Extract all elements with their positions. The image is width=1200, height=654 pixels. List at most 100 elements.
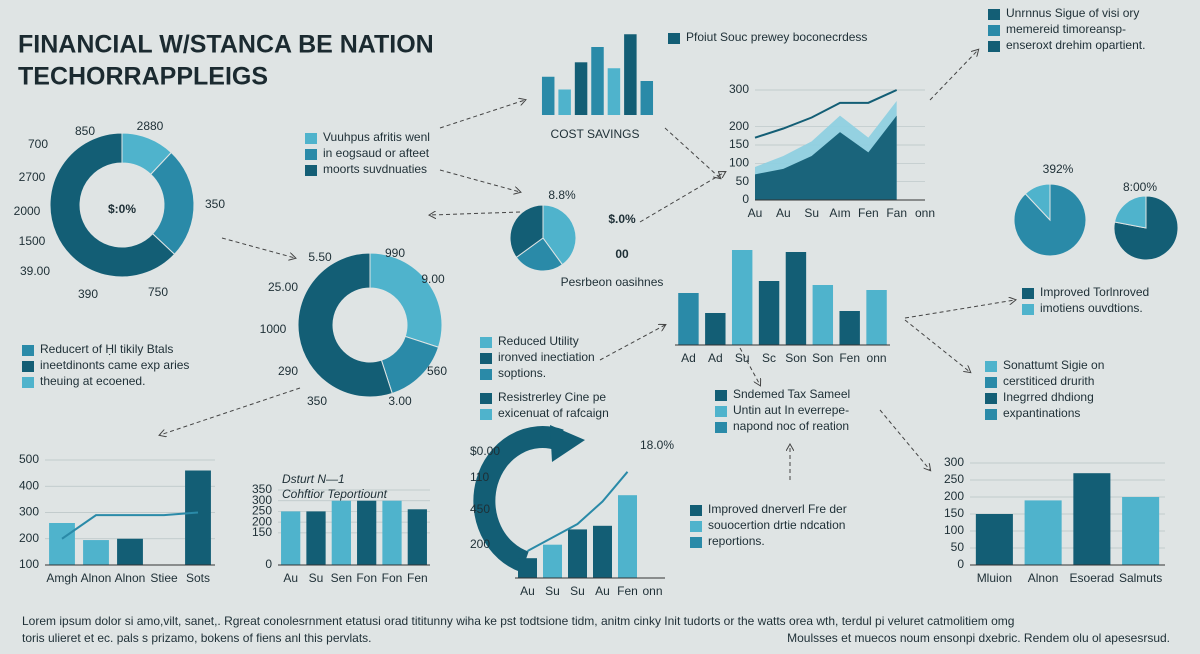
y-tick-label: 100	[729, 156, 749, 170]
x-tick-label: Fen	[839, 351, 860, 365]
bar	[591, 47, 604, 115]
value-label: 18.0%	[640, 438, 674, 452]
bar	[618, 495, 637, 578]
x-tick-label: Sc	[762, 351, 776, 365]
x-tick-label: Au	[776, 206, 791, 220]
x-tick-label: Su	[570, 584, 585, 598]
value-label: 2880	[137, 119, 164, 133]
pie-label: 8.8%	[548, 188, 576, 202]
y-tick-label: 200	[252, 514, 272, 528]
x-tick-label: Au	[748, 206, 763, 220]
value-label: 450	[470, 502, 490, 516]
y-tick-label: 300	[252, 493, 272, 507]
legend-swatch	[480, 409, 492, 420]
y-tick-label: 50	[736, 174, 750, 188]
x-tick-label: Salmuts	[1119, 571, 1162, 585]
legend-label: Sonattumt Sigie on	[1003, 358, 1104, 372]
bar	[607, 68, 621, 115]
y-tick-label: 300	[729, 82, 749, 96]
x-tick-label: Fen	[617, 584, 638, 598]
legend-label: Inegrred dhdiong	[1003, 390, 1094, 404]
legend-label: Pfoiut Souc prewey boconecrdess	[686, 30, 867, 44]
legend-label: Improved dnerverl Fre der	[708, 502, 847, 516]
legend-swatch	[715, 422, 727, 433]
y-tick-label: 200	[729, 119, 749, 133]
legend-swatch	[985, 361, 997, 372]
legend-label: memereid timoreansp-	[1006, 22, 1126, 36]
y-tick-label: 100	[944, 523, 964, 537]
segment	[49, 132, 176, 278]
segment	[1024, 183, 1051, 222]
y-tick-label: 350	[252, 482, 272, 496]
connectors	[160, 50, 1015, 573]
bar	[357, 500, 377, 565]
bar	[281, 511, 301, 565]
value-label: 2700	[19, 170, 46, 184]
title: FINANCIAL W/STANCA BE NATION	[18, 31, 434, 59]
footer: Lorem ipsum dolor si amo,vilt, sanet,. R…	[22, 614, 1014, 628]
legend-swatch	[690, 537, 702, 548]
legend-label: Sndemed Tax Sameel	[733, 387, 850, 401]
value-label: 390	[78, 287, 98, 301]
value-label: 9.00	[421, 272, 445, 286]
legend-swatch	[690, 505, 702, 516]
value-label: 850	[75, 124, 95, 138]
pie-label: 8:00%	[1123, 180, 1157, 194]
x-tick-label: Aım	[829, 206, 850, 220]
legend-swatch	[22, 377, 34, 388]
bar	[593, 525, 612, 578]
area	[755, 115, 897, 200]
value-label: 350	[205, 197, 225, 211]
bar	[331, 500, 351, 565]
bar	[1122, 497, 1160, 565]
value-label: 700	[28, 137, 48, 151]
legend-label: napond noc of reation	[733, 419, 849, 433]
y-tick-label: 0	[265, 557, 272, 571]
legend-swatch	[480, 393, 492, 404]
line	[61, 511, 199, 540]
legend-label: Vuuhpus afritis wenl	[323, 130, 430, 144]
x-tick-label: Fen	[407, 571, 428, 585]
bar	[117, 538, 143, 565]
legend-label: Untin aut In everrepe-	[733, 403, 849, 417]
x-tick-label: Mluion	[977, 571, 1012, 585]
line	[754, 89, 898, 139]
x-tick-label: Amgh	[46, 571, 77, 585]
x-tick-label: Alnon	[115, 571, 146, 585]
x-tick-label: onn	[915, 206, 935, 220]
footer: toris ulieret et ec. pals s prizamo, bok…	[22, 631, 372, 645]
x-tick-label: Sots	[186, 571, 210, 585]
x-tick-label: Alnon	[81, 571, 112, 585]
value-label: 350	[307, 394, 327, 408]
x-tick-label: Fan	[886, 206, 907, 220]
legend-swatch	[988, 41, 1000, 52]
legend-label: reportions.	[708, 534, 765, 548]
legend-label: theuing at ecoened.	[40, 374, 145, 388]
value-label: 39.00	[20, 264, 50, 278]
bar	[866, 290, 887, 345]
x-tick-label: Su	[309, 571, 324, 585]
bar	[543, 544, 562, 578]
value-label: 560	[427, 364, 447, 378]
legend-swatch	[305, 149, 317, 160]
bar	[839, 311, 860, 345]
legend-swatch	[22, 361, 34, 372]
segment	[515, 237, 564, 272]
center-label: $:0%	[108, 202, 136, 216]
segment	[509, 204, 544, 259]
bar	[785, 252, 807, 345]
value-label: 25.00	[268, 280, 298, 294]
y-tick-label: 400	[19, 478, 39, 492]
legend-swatch	[715, 406, 727, 417]
x-tick-label: Au	[520, 584, 535, 598]
x-tick-label: Au	[595, 584, 610, 598]
x-tick-label: Au	[283, 571, 298, 585]
y-tick-label: 150	[729, 137, 749, 151]
legend-swatch	[690, 521, 702, 532]
y-tick-label: 250	[252, 504, 272, 518]
x-tick-label: Su	[735, 351, 750, 365]
legend-label: Improved Torlnroved	[1040, 285, 1149, 299]
bar	[185, 470, 211, 565]
legend-swatch	[715, 390, 727, 401]
legend-label: in eogsaud or afteet	[323, 146, 430, 160]
